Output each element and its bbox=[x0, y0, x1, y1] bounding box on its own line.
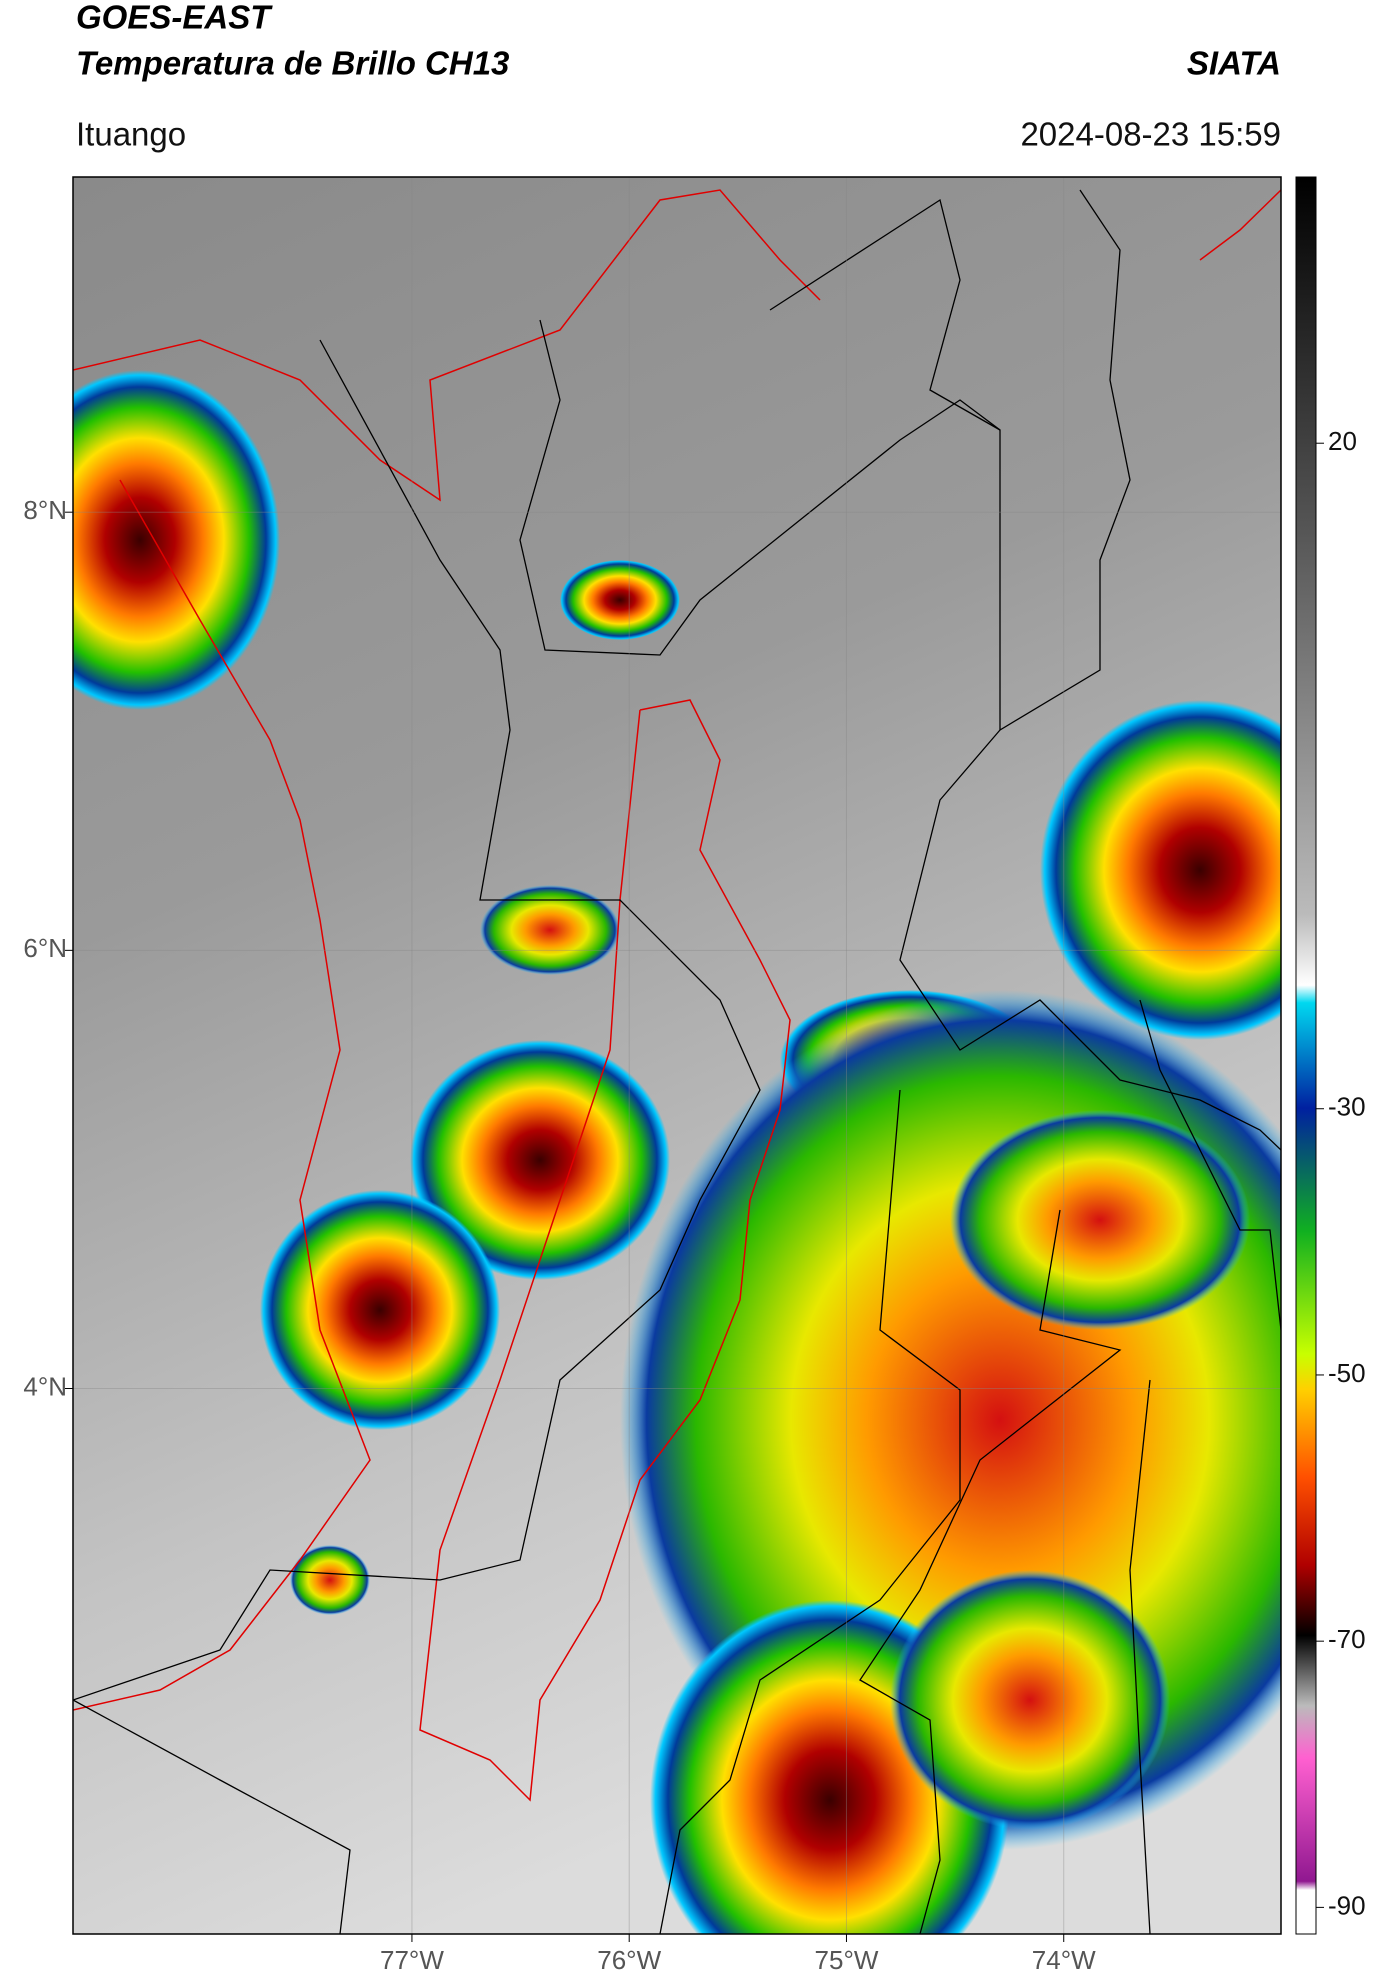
colorbar-tick-label: -30 bbox=[1328, 1092, 1366, 1122]
y-tick-label: 6°N bbox=[23, 933, 67, 963]
y-tick-label: 8°N bbox=[23, 495, 67, 525]
subtitle: Temperatura de Brillo CH13 bbox=[76, 45, 509, 82]
title: GOES-EAST bbox=[76, 0, 273, 36]
x-tick-label: 74°W bbox=[1032, 1945, 1096, 1975]
location: Ituango bbox=[76, 116, 186, 153]
agency: SIATA bbox=[1187, 45, 1281, 82]
x-tick-label: 77°W bbox=[380, 1945, 444, 1975]
colorbar-tick-label: -50 bbox=[1328, 1358, 1366, 1388]
y-tick-label: 4°N bbox=[23, 1371, 67, 1401]
datetime: 2024-08-23 15:59 bbox=[1020, 116, 1281, 153]
x-tick-label: 76°W bbox=[597, 1945, 661, 1975]
colorbar-tick-label: -70 bbox=[1328, 1624, 1366, 1654]
colorbar-tick-label: -90 bbox=[1328, 1890, 1366, 1920]
colorbar bbox=[1295, 176, 1317, 1935]
colorbar-tick-label: 20 bbox=[1328, 426, 1357, 456]
map-frame bbox=[72, 176, 1282, 1935]
x-tick-label: 75°W bbox=[815, 1945, 879, 1975]
satellite-image bbox=[73, 177, 1281, 1934]
